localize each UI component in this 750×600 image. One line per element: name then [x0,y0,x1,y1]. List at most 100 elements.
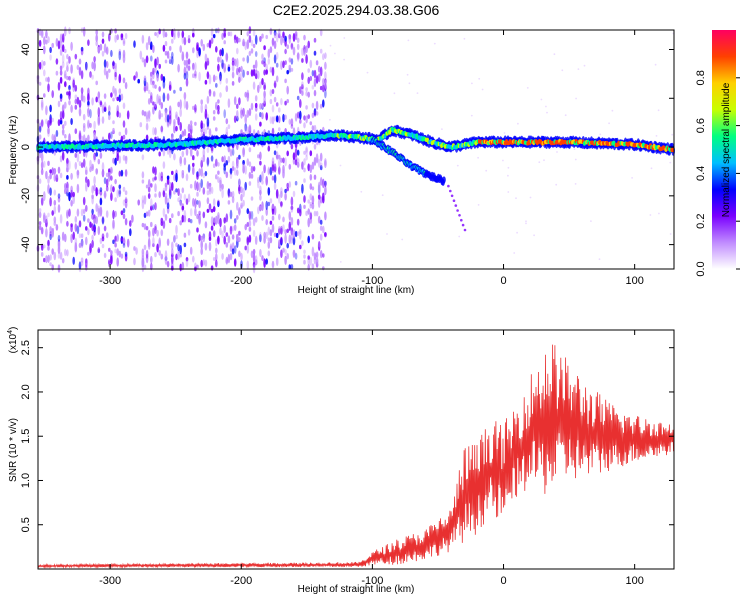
y-tick-label: 20 [20,92,32,104]
noise-dot [45,118,48,125]
noise-dot [658,212,660,215]
noise-dot [187,164,191,173]
noise-dot [116,153,119,162]
noise-dot [242,160,245,165]
noise-dot [309,121,313,126]
noise-dot [244,181,247,191]
noise-dot [133,246,136,251]
noise-dot [305,210,308,216]
x-tick-label: -200 [230,575,252,587]
noise-dot [236,169,239,176]
noise-dot [183,37,187,46]
noise-dot [252,253,256,263]
noise-dot [171,265,174,271]
noise-dot [269,229,273,237]
noise-dot [657,109,660,112]
noise-dot [215,83,218,88]
noise-dot [324,211,327,221]
noise-dot [309,256,313,266]
noise-dot [280,35,283,46]
noise-dot [284,249,287,255]
noise-dot [152,80,155,86]
noise-dot [254,34,258,45]
noise-dot [210,27,214,37]
noise-dot [280,249,283,258]
noise-dot [70,200,73,207]
noise-dot [200,99,203,105]
noise-dot [49,233,52,241]
noise-dot [112,186,115,193]
noise-dot [290,204,294,213]
noise-dot [200,127,203,133]
noise-dot [301,240,304,246]
noise-dot [49,169,52,174]
noise-dot [339,261,342,263]
noise-dot [217,200,220,208]
noise-dot [227,98,231,108]
noise-dot [229,209,233,220]
noise-dot [259,205,262,211]
noise-dot [164,115,168,123]
noise-dot [97,46,101,54]
noise-dot [206,60,210,66]
noise-dot [38,81,42,86]
noise-dot [294,159,298,166]
noise-dot [259,160,262,166]
noise-dot [231,225,235,232]
snr-y-ticks: 0.5 1.0 1.5 2.0 2.5 [20,340,674,532]
noise-dot [246,39,250,50]
noise-dot [257,154,260,159]
noise-dot [68,85,71,91]
noise-dot [196,213,199,220]
noise-dot [319,176,323,186]
noise-dot [97,207,101,218]
noise-dot [118,250,122,258]
noise-dot [120,237,124,242]
noise-dot [254,102,258,109]
x-tick-label: 0 [500,575,506,587]
noise-dot [80,257,84,263]
noise-dot [175,172,178,183]
noise-dot [61,61,65,68]
noise-dot [85,169,88,175]
noise-dot [91,239,94,249]
noise-dot [110,184,113,194]
noise-dot [263,231,266,239]
noise-dot [183,209,187,220]
noise-dot [309,212,313,220]
noise-dot [631,177,633,179]
noise-dot [267,145,271,152]
noise-dot [242,69,245,78]
noise-dot [53,251,57,261]
noise-dot [114,89,117,99]
noise-dot [87,100,90,106]
noise-dot [179,252,182,258]
noise-dot [229,191,233,197]
noise-dot [198,216,201,225]
noise-dot [200,160,203,168]
noise-dot [303,204,306,209]
noise-dot [118,112,122,119]
noise-dot [152,101,155,106]
noise-dot [305,91,308,97]
noise-dot [61,44,65,53]
noise-dot [91,215,94,220]
noise-dot [168,84,172,91]
noise-dot [386,233,388,235]
noise-dot [89,166,92,173]
noise-dot [160,217,164,223]
noise-dot [68,56,71,64]
noise-dot [187,123,191,133]
noise-dot [133,257,136,266]
noise-dot [160,102,164,110]
noise-dot [49,231,52,237]
noise-dot [244,223,247,231]
noise-dot [47,160,50,166]
noise-dot [278,194,281,204]
noise-dot [280,190,283,198]
noise-dot [219,71,222,82]
noise-dot [307,68,311,73]
noise-dot [192,162,195,167]
noise-dot [261,215,264,221]
noise-dot [215,158,218,167]
